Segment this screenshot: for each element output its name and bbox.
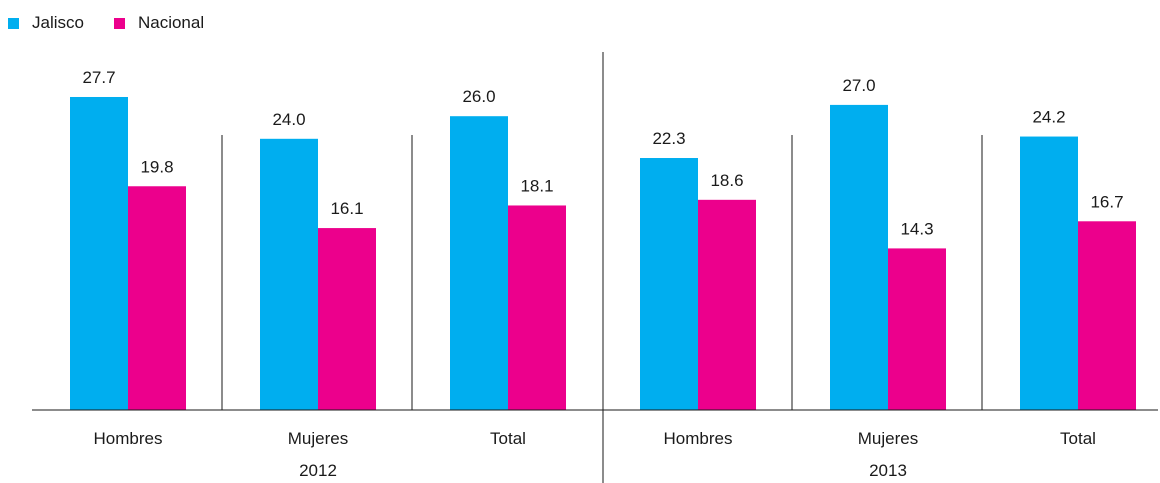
bar-nacional-total-2013	[1078, 221, 1136, 410]
bar-nacional-hombres-2013	[698, 199, 756, 410]
legend-swatch-jalisco	[8, 17, 19, 29]
bar-jalisco-total-2013	[1020, 136, 1078, 411]
bar-nacional-mujeres-2012	[318, 228, 376, 410]
data-label-nacional-mujeres-2012: 16.1	[330, 199, 363, 218]
data-label-jalisco-total-2012: 26.0	[462, 87, 495, 106]
bar-jalisco-mujeres-2012	[260, 138, 318, 411]
bar-jalisco-hombres-2013	[640, 158, 698, 410]
x-tick-label-total-2012: Total	[490, 429, 526, 448]
data-label-nacional-hombres-2012: 19.8	[140, 157, 173, 176]
legend-item-jalisco: Jalisco	[8, 13, 84, 33]
legend-label-nacional: Nacional	[137, 13, 205, 32]
x-tick-label-mujeres-2012: Mujeres	[288, 429, 348, 448]
chart-legend: Jalisco Nacional	[8, 12, 234, 34]
data-label-nacional-mujeres-2013: 14.3	[900, 219, 933, 238]
data-label-jalisco-total-2013: 24.2	[1032, 108, 1065, 127]
legend-swatch-nacional	[113, 17, 125, 29]
year-label-2012: 2012	[299, 461, 337, 480]
year-label-2013: 2013	[869, 461, 907, 480]
legend-item-nacional: Nacional	[113, 13, 205, 33]
data-label-nacional-total-2013: 16.7	[1090, 192, 1123, 211]
data-label-jalisco-mujeres-2013: 27.0	[842, 76, 875, 95]
bar-nacional-total-2012	[508, 205, 566, 410]
data-label-jalisco-hombres-2012: 27.7	[82, 68, 115, 87]
bar-nacional-hombres-2012	[128, 186, 186, 410]
x-tick-label-hombres-2012: Hombres	[94, 429, 163, 448]
x-tick-label-total-2013: Total	[1060, 429, 1096, 448]
x-tick-label-mujeres-2013: Mujeres	[858, 429, 918, 448]
bar-jalisco-hombres-2012	[70, 96, 128, 411]
data-label-nacional-total-2012: 18.1	[520, 176, 553, 195]
data-label-jalisco-hombres-2013: 22.3	[652, 129, 685, 148]
data-label-jalisco-mujeres-2012: 24.0	[272, 110, 305, 129]
bar-jalisco-mujeres-2013	[830, 104, 888, 411]
bar-nacional-mujeres-2013	[888, 248, 946, 410]
data-label-nacional-hombres-2013: 18.6	[710, 171, 743, 190]
x-tick-label-hombres-2013: Hombres	[664, 429, 733, 448]
bar-jalisco-total-2012	[450, 116, 508, 410]
legend-label-jalisco: Jalisco	[32, 13, 84, 32]
